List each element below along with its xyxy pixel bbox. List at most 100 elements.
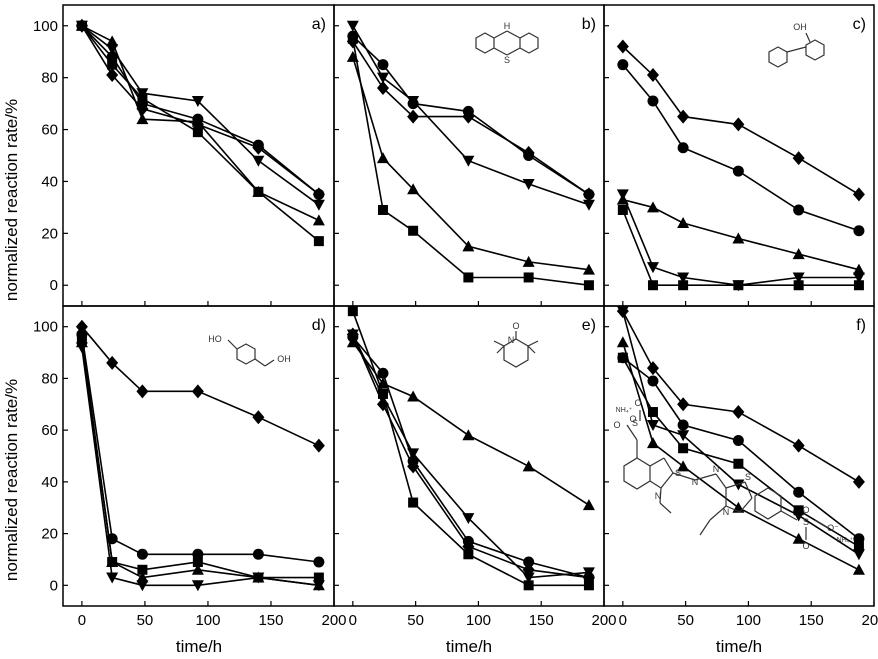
data-point-triangle-down [191,96,204,108]
x-tick-label: 100 [736,612,761,629]
data-point-triangle-up [376,152,389,164]
panel-frame [603,4,875,307]
data-point-triangle-up [346,50,359,62]
x-tick-label: 150 [529,612,554,629]
svg-text:H: H [504,21,511,31]
data-point-square [678,443,689,454]
data-point-triangle-down [792,272,805,284]
hydroxybenzyl-alcohol-structure-icon: HO OH [208,334,291,367]
panel-frame [333,4,605,307]
data-point-circle [192,548,204,560]
data-point-triangle-up [852,563,865,575]
data-point-circle [793,204,805,216]
svg-text:HO: HO [208,334,222,344]
data-point-triangle-up [106,556,119,568]
data-point-diamond [346,34,359,49]
data-point-triangle-down [677,430,690,442]
data-point-diamond [312,187,325,202]
svg-text:S: S [675,468,681,478]
data-point-triangle-down [616,189,629,201]
series-line [352,25,590,206]
data-point-diamond [522,562,535,577]
series-square [76,334,324,583]
data-point-square [647,280,658,291]
data-point-triangle-up [106,35,119,47]
panel-6: 0 50 100 150 200 f) [603,304,878,629]
data-point-triangle-down [191,580,204,592]
data-point-triangle-up [646,437,659,449]
panel-label: d) [312,317,326,334]
data-point-triangle-down [376,72,389,84]
data-point-square [107,59,118,70]
x-tick-label: 200 [591,612,616,629]
data-point-circle [377,59,389,71]
data-point-triangle-down [312,199,325,211]
data-point-square [523,272,534,283]
data-point-square [192,557,203,568]
data-point-circle [793,486,805,498]
x-tick-label: 50 [407,612,424,629]
svg-text:S: S [745,472,751,482]
data-point-triangle-up [462,240,475,252]
data-point-diamond [191,117,204,132]
y-tick-label: 80 [41,70,58,87]
data-point-triangle-down [732,280,745,292]
svg-text:NH₄⁺: NH₄⁺ [616,407,633,414]
data-point-diamond [136,101,149,116]
series-triangle-up [346,336,595,511]
data-point-diamond [582,570,595,585]
series-line [352,35,590,196]
panel-frame [333,305,605,607]
ylabel-top: normalized reaction rate/% [2,99,21,301]
series-line [81,334,320,563]
data-point-circle [617,59,629,71]
svg-text:O: O [802,505,809,515]
svg-text:N: N [508,335,515,345]
data-point-triangle-up [407,390,420,402]
y-tick-label: 40 [41,474,58,491]
series-line [622,209,859,287]
data-point-triangle-down [677,272,690,284]
y-tick-label: 60 [41,122,58,139]
data-point-triangle-up [582,263,595,275]
data-point-diamond [462,539,475,554]
series-circle [76,328,325,568]
data-point-triangle-up [191,563,204,575]
data-point-triangle-down [136,88,149,100]
xlabel-right: time/h [716,637,762,656]
data-point-triangle-up [522,460,535,472]
data-point-triangle-down [106,572,119,584]
data-point-square [523,580,534,591]
series-line [352,56,590,271]
series-circle [617,59,865,237]
data-point-triangle-down [106,44,119,56]
x-tick-label: 150 [258,612,283,629]
data-point-square [678,280,689,291]
data-point-diamond [312,438,325,453]
data-point-circle [732,434,744,446]
panel-5: 0 50 100 150 200 e) [333,305,617,629]
svg-text:S: S [632,418,638,428]
data-point-square [463,549,474,560]
data-point-square [853,280,864,291]
data-point-triangle-down [852,549,865,561]
series-line [352,310,589,587]
data-point-diamond [677,109,690,124]
data-point-triangle-down [407,448,420,460]
data-point-triangle-up [376,377,389,389]
svg-text:O: O [629,414,636,424]
data-point-diamond [522,145,535,160]
data-point-triangle-down [522,572,535,584]
series-line [622,341,860,571]
y-tick-label: 0 [50,277,58,294]
y-tick-label: 100 [33,319,58,336]
series-diamond [75,18,325,202]
data-point-triangle-up [582,499,595,511]
data-point-triangle-down [792,510,805,522]
data-point-diamond [462,109,475,124]
data-point-triangle-down [252,155,265,167]
svg-text:O: O [613,420,620,430]
data-point-diamond [616,304,629,319]
data-point-square [192,127,203,138]
